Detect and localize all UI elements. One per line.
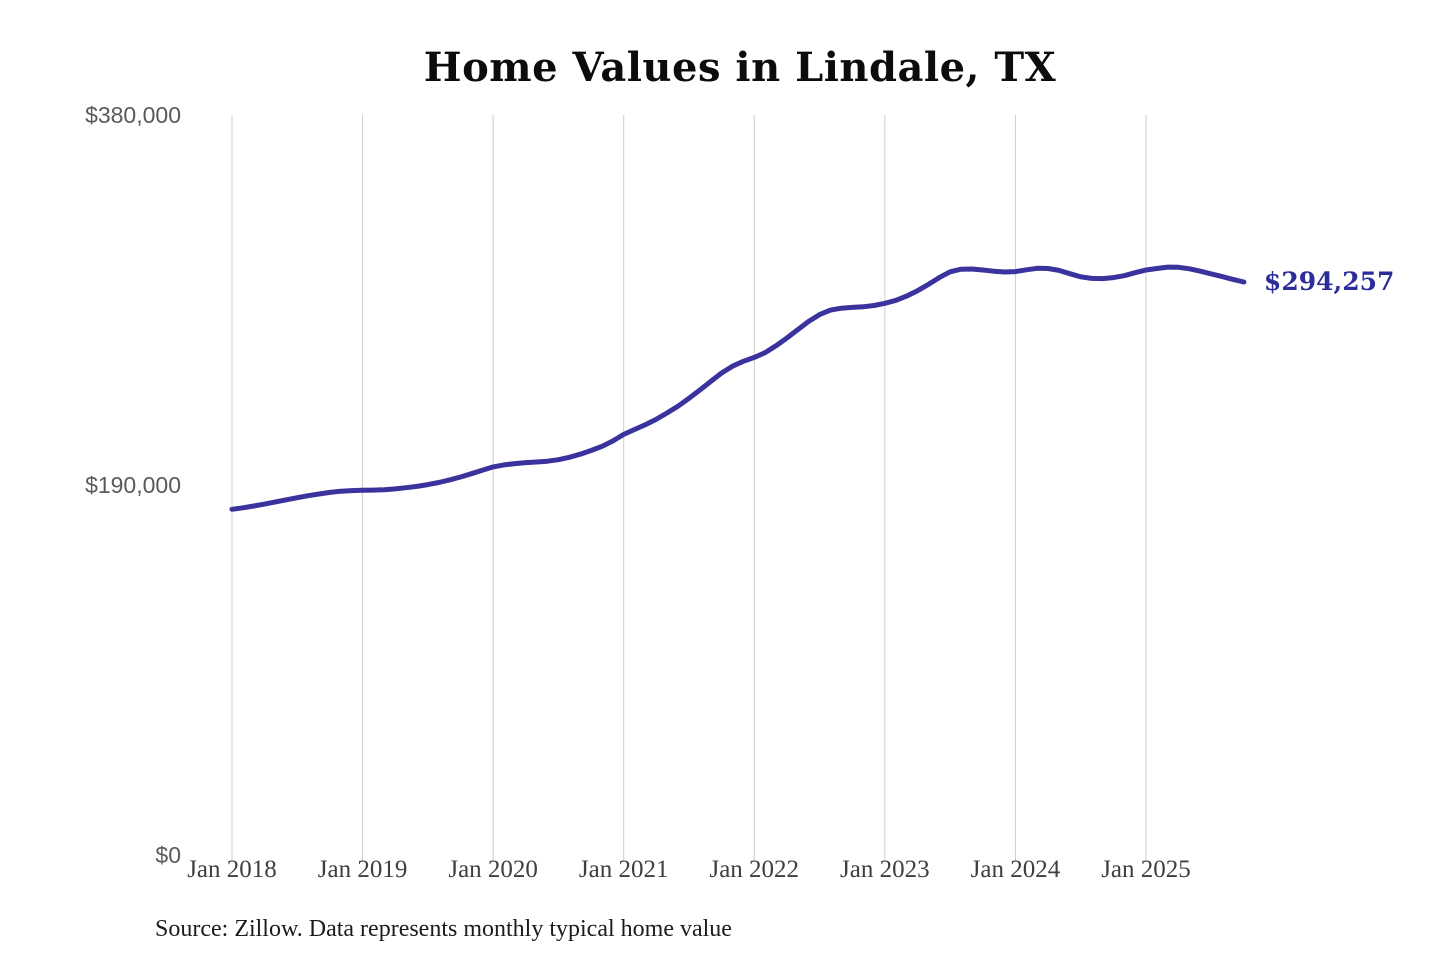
- home-value-line: [229, 264, 1247, 512]
- source-note: Source: Zillow. Data represents monthly …: [155, 916, 732, 942]
- x-axis-label: Jan 2022: [709, 856, 800, 883]
- x-axis-label: Jan 2025: [1101, 856, 1191, 883]
- y-axis-label: $0: [155, 842, 181, 868]
- x-axis-label: Jan 2023: [840, 856, 930, 883]
- x-axis-label: Jan 2018: [187, 856, 277, 883]
- x-axis-label: Jan 2019: [317, 856, 408, 883]
- y-axis-label: $380,000: [85, 102, 181, 128]
- x-axis-label: Jan 2021: [578, 856, 669, 883]
- end-value-label: $294,257: [1263, 266, 1395, 296]
- y-axis-label: $190,000: [85, 472, 181, 498]
- x-axis-label: Jan 2024: [970, 856, 1061, 883]
- x-axis-label: Jan 2020: [448, 856, 538, 883]
- chart-title: Home Values in Lindale, TX: [423, 44, 1057, 91]
